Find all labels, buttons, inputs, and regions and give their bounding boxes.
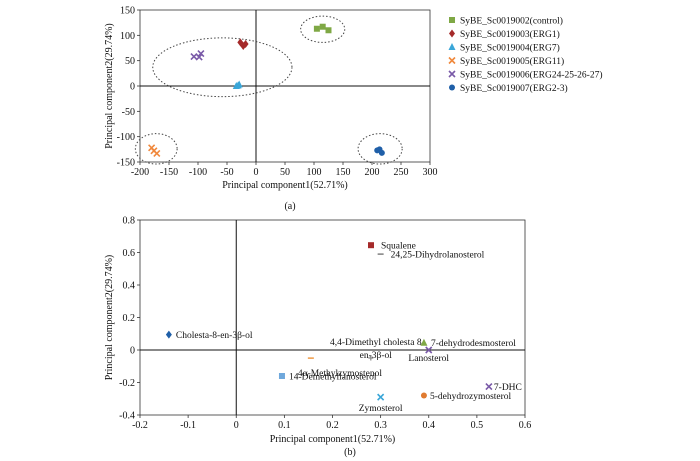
x-tick-label: 0 — [234, 420, 239, 431]
point-label: Lanosterol — [408, 354, 449, 364]
data-point — [153, 149, 161, 157]
y-tick-label: 0.6 — [123, 248, 136, 259]
group-ellipse-erg2-3 — [357, 133, 403, 165]
legend-label: SyBE_Sc0019002(control) — [460, 16, 563, 27]
y-axis-label: Principal component2(29.74%) — [104, 23, 115, 149]
x-tick-label: 150 — [336, 167, 351, 178]
y-axis-label: Principal component2(29.74%) — [104, 255, 115, 381]
group-ellipse-center — [152, 37, 293, 98]
y-tick-label: 150 — [120, 6, 135, 17]
y-tick-label: 0 — [130, 346, 135, 357]
x-tick-label: 50 — [280, 167, 290, 178]
group-ellipse-control — [300, 15, 346, 43]
x-tick-label: -0.1 — [180, 420, 196, 431]
data-point — [313, 25, 320, 32]
x-tick-label: 300 — [423, 167, 438, 178]
data-point — [242, 39, 249, 48]
x-tick-label: 0.6 — [519, 420, 532, 431]
caption-a: (a) — [284, 201, 295, 212]
point-label: 5-dehydrozymosterol — [430, 392, 512, 402]
x-tick-label: 0.5 — [471, 420, 484, 431]
x-axis-label: Principal component1(52.71%) — [270, 434, 396, 445]
legend-label: SyBE_Sc0019003(ERG1) — [460, 29, 560, 40]
point-label: en-3β-ol — [360, 351, 393, 361]
x-tick-label: 0.4 — [423, 420, 436, 431]
data-point — [420, 338, 428, 346]
data-point — [378, 149, 385, 156]
legend-label: SyBE_Sc0019004(ERG7) — [460, 43, 560, 54]
legend-marker — [449, 29, 455, 38]
chart-b-pca-sterols: -0.2 -0.1 0 0.1 0.2 0.3 0.4 0.5 0.6-0.4-0.200.20… — [104, 216, 531, 459]
x-tick-label: 0.1 — [278, 420, 291, 431]
data-point — [485, 382, 493, 391]
y-tick-label: -0.2 — [119, 378, 135, 389]
data-point — [195, 53, 203, 61]
data-point — [278, 373, 285, 379]
data-point — [425, 346, 433, 354]
y-tick-label: -0.4 — [119, 411, 135, 422]
y-tick-label: 0.4 — [123, 281, 136, 292]
y-tick-label: -50 — [122, 107, 135, 118]
data-point — [368, 242, 374, 249]
x-tick-label: -50 — [220, 167, 233, 178]
x-tick-label: 0 — [254, 167, 259, 178]
y-tick-label: 0 — [130, 82, 135, 93]
y-tick-label: -150 — [117, 158, 135, 169]
legend-label: SyBE_Sc0019007(ERG2-3) — [460, 83, 568, 94]
data-point — [319, 23, 326, 30]
point-label: 14-Demethyllanosterol — [289, 373, 377, 383]
caption-b: (b) — [344, 447, 356, 458]
point-label: 24,25-Dihydrolanosterol — [391, 251, 485, 261]
x-tick-label: -200 — [131, 167, 149, 178]
legend-marker — [448, 43, 456, 50]
data-point — [235, 80, 243, 88]
point-label: 7-DHC — [494, 383, 522, 393]
x-tick-label: 0.2 — [326, 420, 339, 431]
data-point — [368, 355, 374, 361]
data-point — [420, 392, 427, 399]
legend-marker — [448, 70, 456, 78]
point-label: 4,4-Dimethyl cholesta 8 — [330, 338, 422, 348]
x-tick-label: 0.3 — [374, 420, 387, 431]
y-tick-label: 50 — [125, 56, 135, 67]
y-tick-label: 0.8 — [123, 216, 136, 227]
x-tick-label: 200 — [365, 167, 380, 178]
legend-marker — [449, 17, 455, 23]
point-label: 4α-Methylzymostenol — [298, 369, 382, 379]
data-point — [165, 330, 172, 339]
point-label: 7-dehydrodesmosterol — [431, 339, 516, 349]
legend-label: SyBE_Sc0019006(ERG24-25-26-27) — [460, 70, 603, 81]
y-tick-label: 0.2 — [123, 313, 136, 324]
point-label: Cholesta-8-en-3β-ol — [176, 331, 253, 341]
legend-marker — [448, 56, 456, 65]
point-label: Zymosterol — [359, 404, 403, 414]
plot-frame — [139, 219, 526, 416]
point-label: Squalene — [381, 242, 416, 252]
x-axis-label: Principal component1(52.71%) — [222, 180, 348, 191]
x-tick-label: 100 — [307, 167, 322, 178]
x-tick-label: -150 — [160, 167, 178, 178]
chart-a-pca-strains: -200 -150 -100 -50 0 50 100 150 200 250 300-150-10… — [104, 6, 603, 213]
x-tick-label: 250 — [394, 167, 409, 178]
group-ellipse-erg11 — [134, 133, 178, 165]
data-point — [377, 393, 385, 401]
x-tick-label: -100 — [189, 167, 207, 178]
legend-label: SyBE_Sc0019005(ERG11) — [460, 56, 564, 67]
x-tick-label: -0.2 — [132, 420, 148, 431]
data-point — [197, 50, 205, 58]
legend-marker — [449, 84, 455, 91]
y-tick-label: -100 — [117, 132, 135, 143]
data-point — [325, 27, 332, 34]
y-tick-label: 100 — [120, 31, 135, 42]
